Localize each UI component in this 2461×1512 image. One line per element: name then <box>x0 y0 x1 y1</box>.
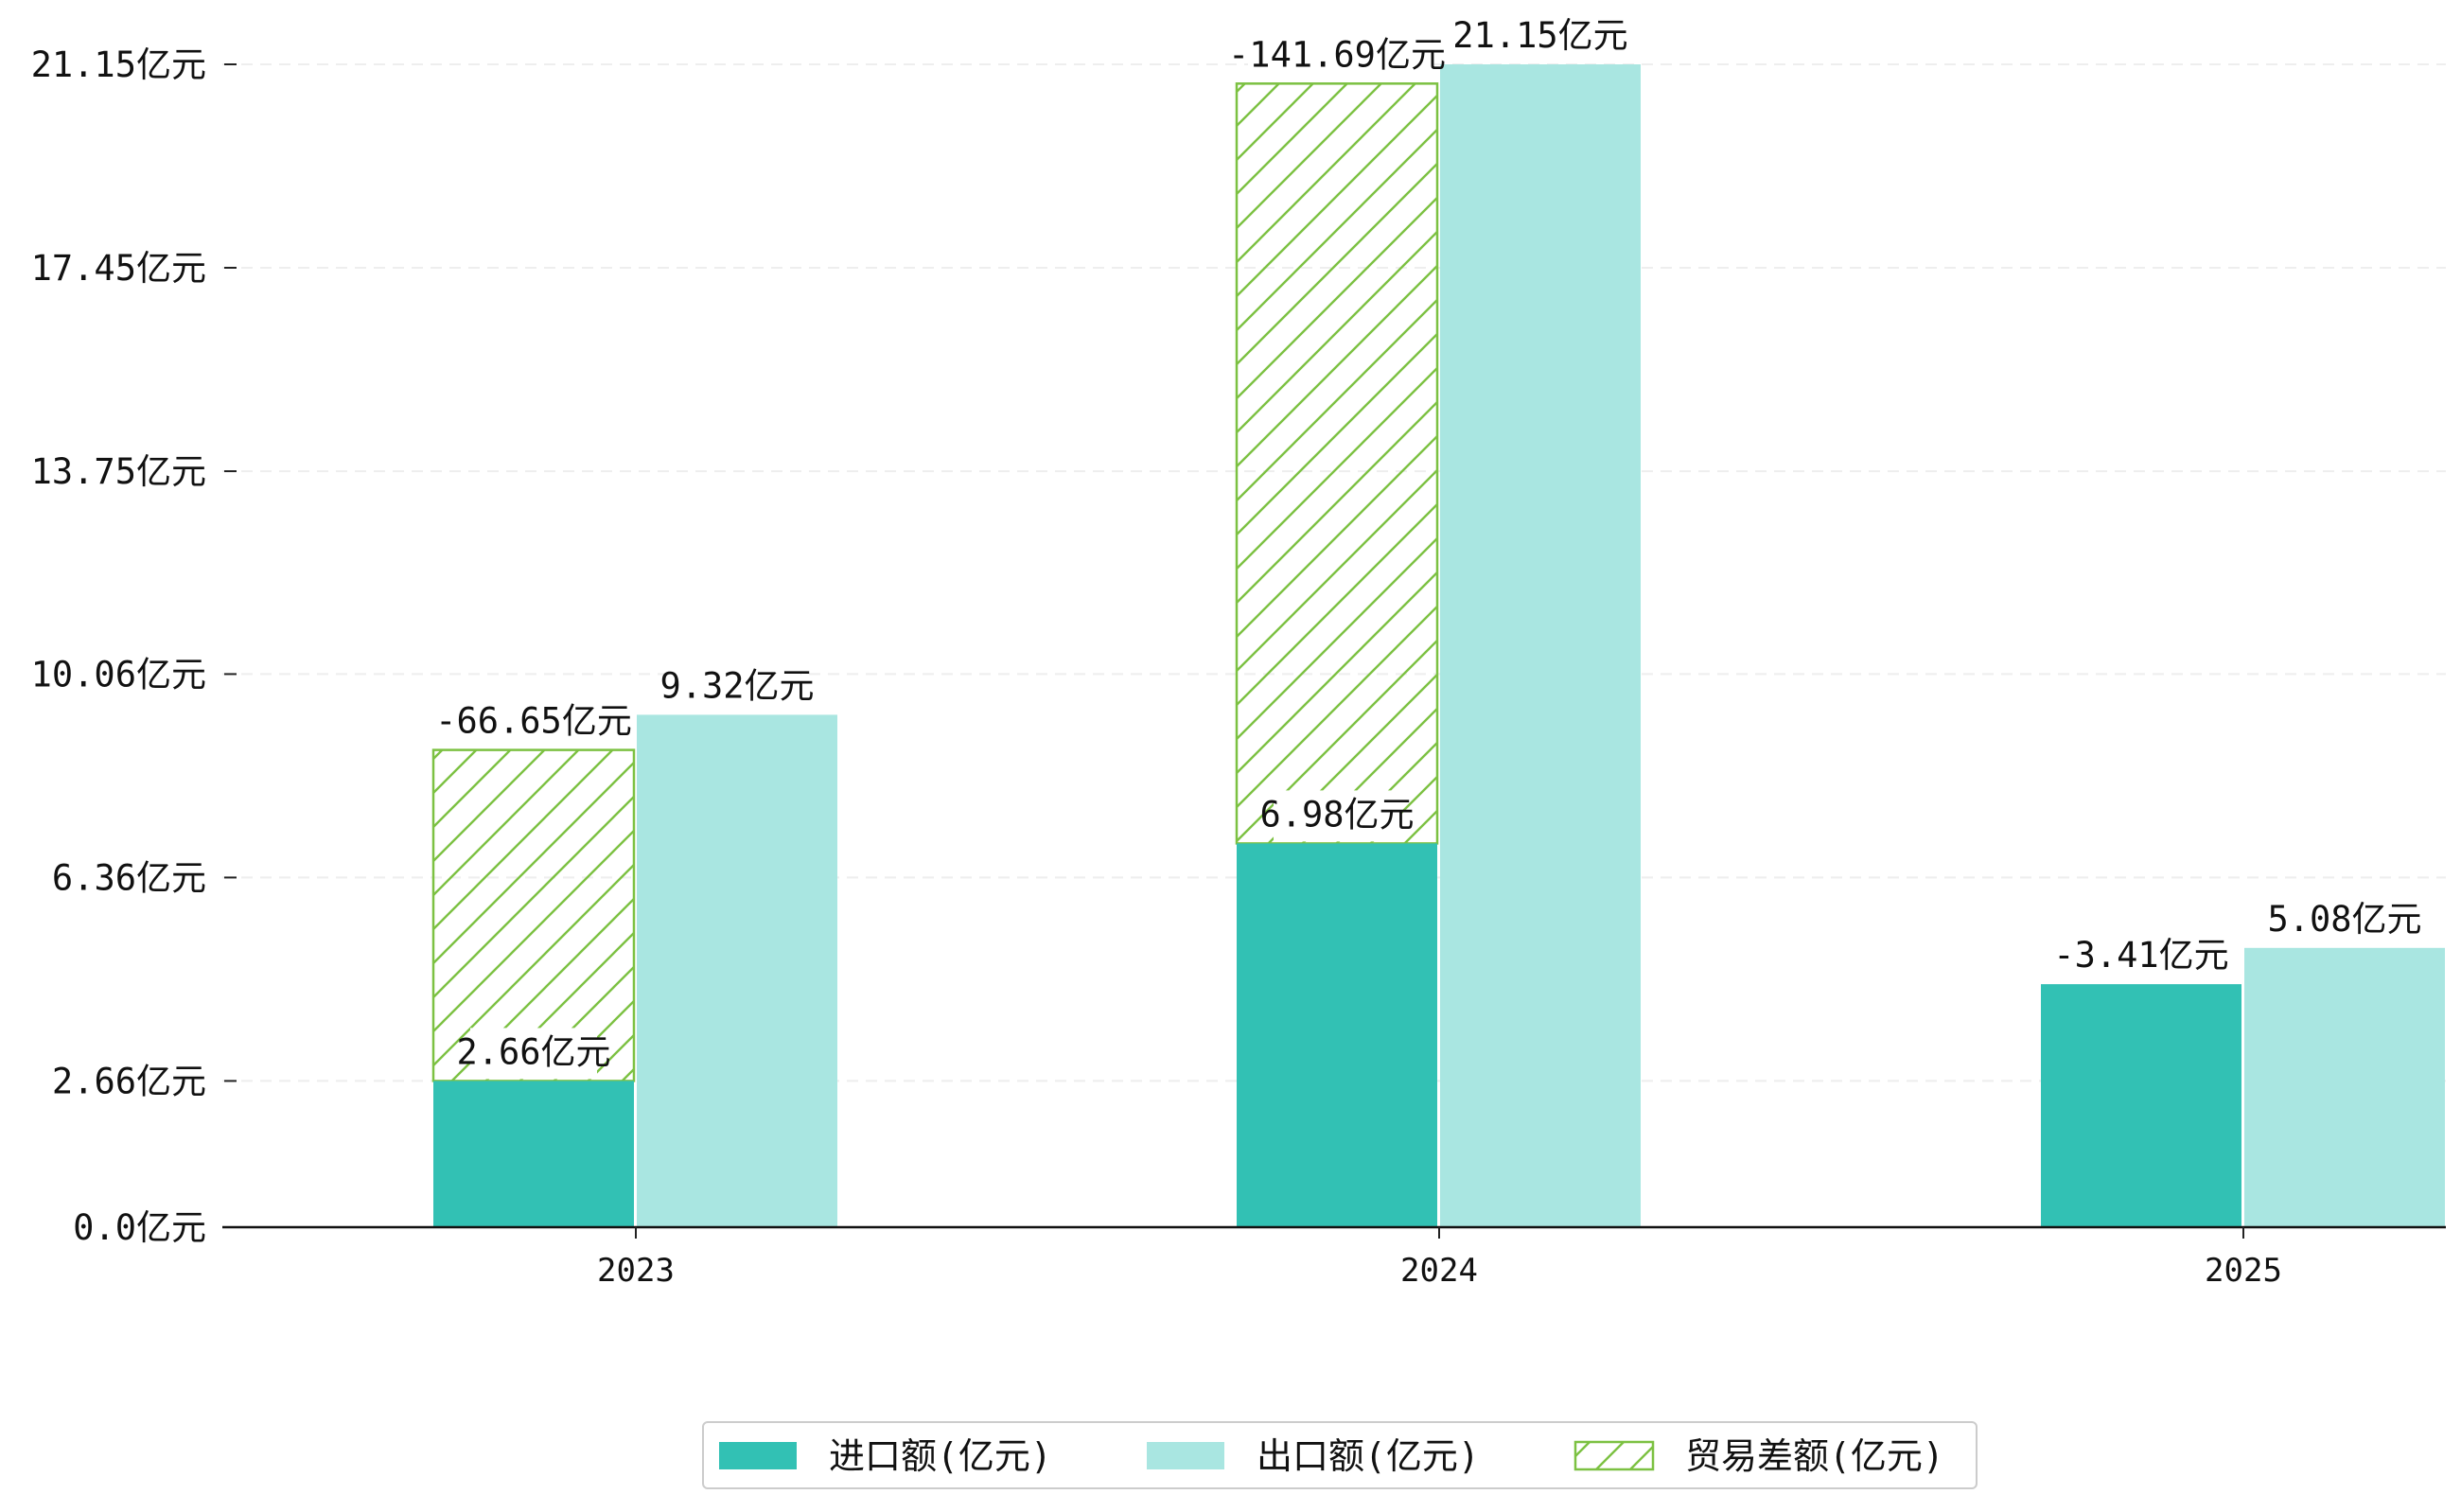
trade-balance-label-bg <box>1248 30 1426 82</box>
export-label-bg <box>1468 11 1612 62</box>
trade-balance-label-bg <box>453 696 614 748</box>
import-label: -3.41亿元 <box>2053 935 2228 976</box>
legend-label: 贸易差额(亿元) <box>1685 1435 1944 1477</box>
import-bar <box>433 1081 634 1227</box>
x-tick-label: 2024 <box>1400 1252 1478 1290</box>
legend: 进口额(亿元) 出口额(亿元) 贸易差额(亿元) <box>702 1421 1978 1489</box>
legend-swatch <box>1573 1440 1655 1471</box>
y-tick-label: 10.06亿元 <box>31 654 206 694</box>
import-label: 2.66亿元 <box>456 1031 610 1072</box>
y-tick-label: 13.75亿元 <box>31 451 206 492</box>
export-label-bg <box>2281 894 2408 946</box>
trade-balance-bar <box>431 748 636 1082</box>
legend-swatch <box>1147 1442 1224 1469</box>
data-labels: -66.65亿元 2.66亿元 9.32亿元 -141.69亿元 6.98亿元 21.15… <box>435 11 2422 1080</box>
export-bar <box>637 714 837 1227</box>
export-label: 9.32亿元 <box>659 665 814 706</box>
import-bar <box>2041 984 2241 1227</box>
import-label-bg <box>470 1028 597 1080</box>
trade-balance-bar <box>1235 82 1439 845</box>
export-label: 21.15亿元 <box>1452 15 1627 56</box>
y-tick-label: 17.45亿元 <box>31 248 206 289</box>
trade-balance-label: -66.65亿元 <box>435 701 632 742</box>
x-tick-label: 2025 <box>2205 1252 2282 1290</box>
import-label-bg <box>2069 931 2213 983</box>
import-label-bg <box>1274 790 1400 842</box>
x-tick-label: 2023 <box>597 1252 675 1290</box>
legend-label: 出口额(亿元) <box>1257 1435 1480 1477</box>
export-bar <box>1440 64 1641 1227</box>
bars <box>431 64 2445 1227</box>
axes: 0.0亿元 2.66亿元 6.36亿元 10.06亿元 13.75亿元 17.45亿元 21… <box>31 44 2446 1290</box>
legend-box <box>702 1421 1978 1489</box>
export-bar <box>2244 947 2445 1227</box>
import-label: 6.98亿元 <box>1259 794 1414 835</box>
import-bar <box>1237 843 1437 1227</box>
legend-swatch <box>719 1442 797 1469</box>
y-tick-label: 2.66亿元 <box>52 1061 206 1101</box>
export-label-bg <box>674 661 800 713</box>
legend-label: 进口额(亿元) <box>829 1435 1052 1477</box>
y-tick-label: 0.0亿元 <box>73 1207 206 1248</box>
y-tick-label: 21.15亿元 <box>31 44 206 85</box>
export-label: 5.08亿元 <box>2267 899 2421 940</box>
trade-balance-label: -141.69亿元 <box>1228 34 1446 75</box>
y-tick-label: 6.36亿元 <box>52 857 206 898</box>
